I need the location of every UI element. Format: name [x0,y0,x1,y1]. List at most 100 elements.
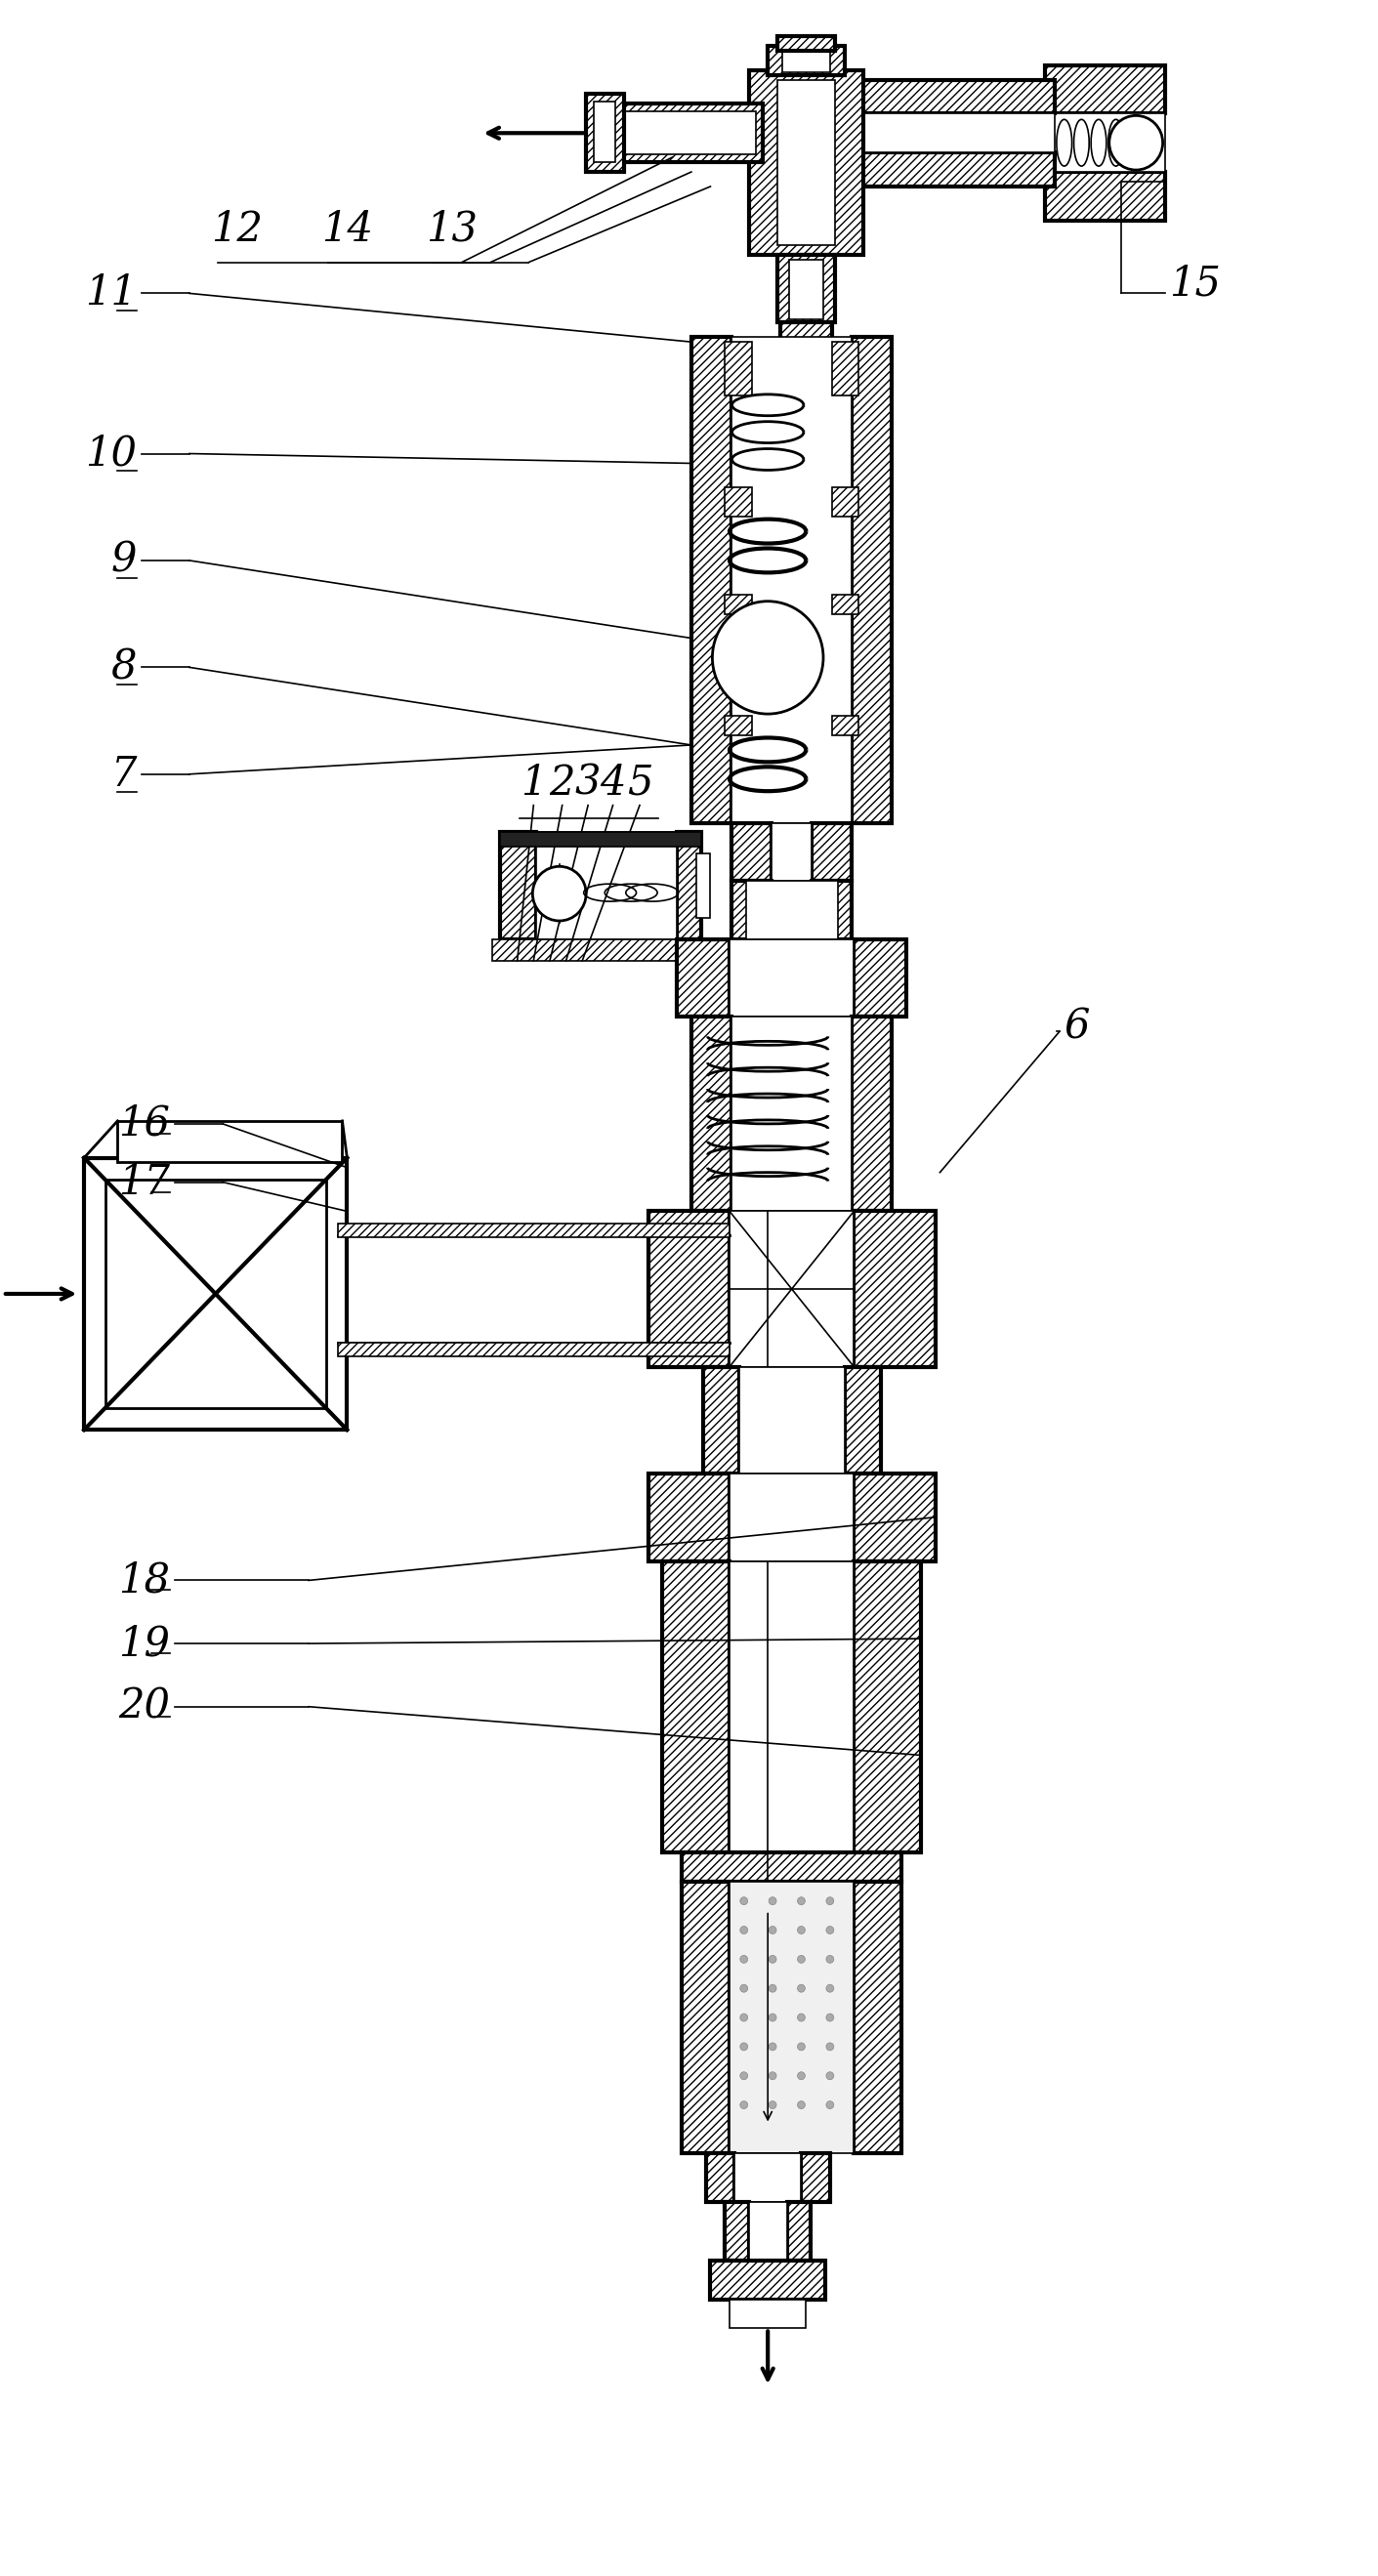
Text: 5: 5 [627,762,653,804]
Text: 11: 11 [85,273,136,314]
Circle shape [740,2102,748,2110]
Bar [854,113,1054,152]
Bar [500,832,536,940]
Bar [852,1018,892,1211]
Bar [748,70,864,255]
Circle shape [798,1984,805,1991]
Bar [777,36,835,52]
Bar [729,1561,854,1852]
Bar [706,2154,734,2202]
Circle shape [798,1927,805,1935]
Bar [692,1018,732,1211]
Circle shape [769,2043,776,2050]
Bar [788,260,823,319]
Bar [615,111,757,155]
Circle shape [769,2014,776,2022]
Bar [696,853,711,917]
Bar [105,1180,327,1409]
Circle shape [1109,116,1163,170]
Bar [682,1880,729,2154]
Bar [729,1880,854,2154]
Circle shape [798,1955,805,1963]
Bar [852,337,892,822]
Bar [832,487,858,518]
Bar [854,1880,901,2154]
Bar [832,595,858,613]
Bar [725,487,751,518]
Bar [492,940,708,961]
Bar [854,1561,921,1852]
Circle shape [798,1896,805,1904]
Bar [854,940,907,1018]
Text: 1: 1 [521,762,547,804]
Circle shape [769,1927,776,1935]
Bar [594,103,615,162]
Bar [500,832,701,848]
Bar [812,881,852,940]
Bar [745,881,838,940]
Text: 12: 12 [211,209,263,250]
Bar [732,1018,852,1211]
Bar [777,80,835,245]
Bar [854,1473,936,1561]
Bar [729,2300,806,2329]
Bar [711,2259,825,2300]
Text: 2: 2 [550,762,575,804]
Bar [586,95,624,173]
Circle shape [532,866,586,920]
Text: 20: 20 [119,1687,169,1726]
Text: 16: 16 [119,1103,169,1144]
Text: 14: 14 [321,209,373,250]
Bar [768,46,845,75]
Bar [832,343,858,394]
Circle shape [769,1896,776,1904]
Bar [703,1368,739,1473]
Bar [1045,64,1164,113]
Bar [725,343,751,394]
Bar [854,80,1054,113]
Circle shape [827,2014,834,2022]
Bar [725,2202,748,2259]
Circle shape [827,1896,834,1904]
Text: 19: 19 [119,1623,169,1664]
Text: 18: 18 [119,1561,169,1600]
Circle shape [827,1984,834,1991]
Bar [845,1368,881,1473]
Bar [777,255,835,322]
Text: 15: 15 [1170,263,1221,304]
Circle shape [798,2014,805,2022]
Circle shape [712,600,823,714]
Text: 4: 4 [599,762,626,804]
Bar [748,2202,787,2259]
Bar [117,1121,342,1162]
Bar [84,1157,347,1430]
Circle shape [740,2043,748,2050]
Bar [783,52,830,72]
Bar [677,832,701,940]
Circle shape [827,1955,834,1963]
Bar [725,716,751,734]
Bar [605,103,763,162]
Text: 3: 3 [575,762,601,804]
Circle shape [740,1984,748,1991]
Circle shape [798,2043,805,2050]
Circle shape [769,2102,776,2110]
Circle shape [740,1896,748,1904]
Bar [338,1342,729,1355]
Bar [677,940,729,1018]
Bar [732,881,772,940]
Bar [812,822,852,881]
Text: 10: 10 [85,433,136,474]
Circle shape [827,1927,834,1935]
Text: 8: 8 [110,647,136,688]
Bar [663,1561,729,1852]
Bar [725,595,751,613]
Bar [772,822,812,881]
Bar [739,1368,845,1473]
Bar [801,2154,830,2202]
Bar [536,832,677,940]
Bar [787,2202,810,2259]
Circle shape [827,2102,834,2110]
Circle shape [798,2071,805,2079]
Text: 7: 7 [110,755,136,793]
